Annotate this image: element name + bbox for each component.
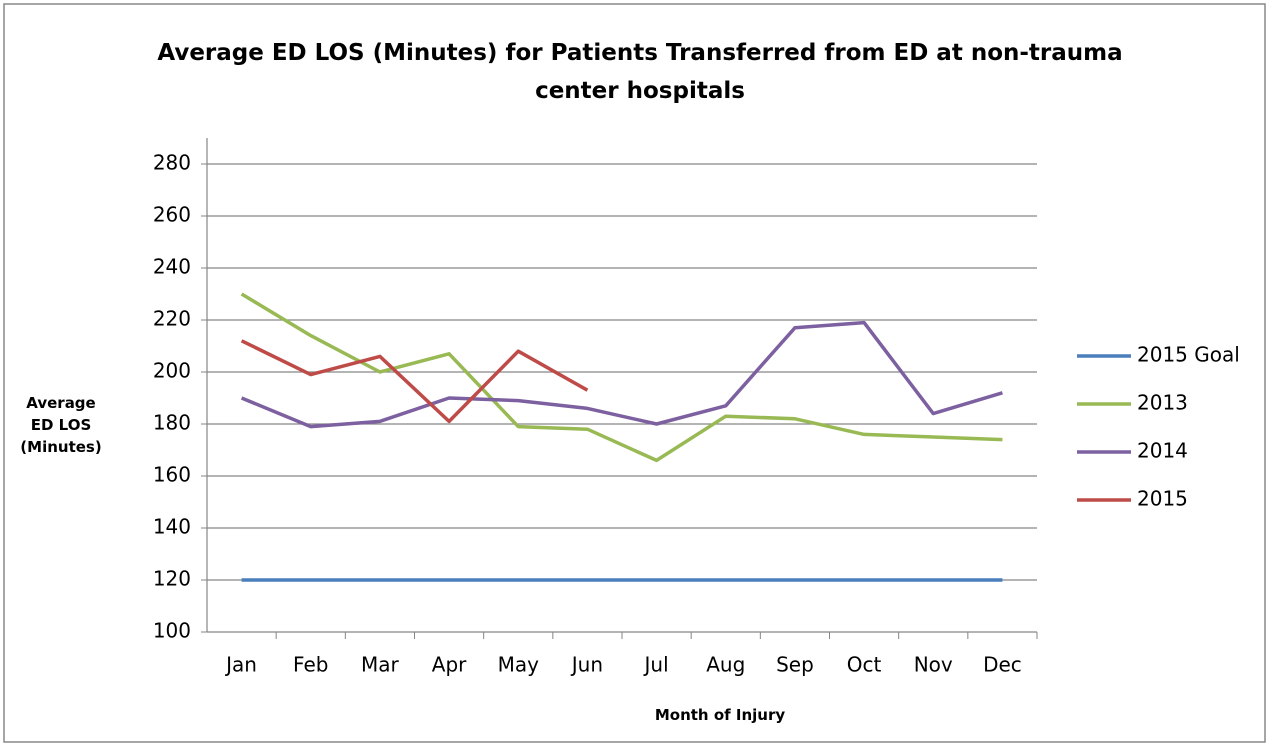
x-tick-label: Jun xyxy=(570,653,603,677)
y-tick-label: 260 xyxy=(153,203,191,227)
x-tick-label: Sep xyxy=(776,653,814,677)
y-tick-label: 100 xyxy=(153,619,191,643)
y-tick-label: 160 xyxy=(153,463,191,487)
x-tick-label: Nov xyxy=(914,653,953,677)
x-tick-label: Dec xyxy=(983,653,1022,677)
legend-label: 2015 Goal xyxy=(1137,343,1240,367)
y-axis-label: Average ED LOS (Minutes) xyxy=(20,394,102,456)
x-tick-label: Jan xyxy=(224,653,257,677)
y-tick-label: 240 xyxy=(153,255,191,279)
series-line xyxy=(240,320,1003,429)
chart-frame xyxy=(3,3,1266,743)
x-tick-label: Oct xyxy=(847,653,882,677)
y-tick-label: 220 xyxy=(153,307,191,331)
x-tick-label: Feb xyxy=(293,653,328,677)
x-tick-label: May xyxy=(498,653,540,677)
x-axis-label: Month of Injury xyxy=(654,706,786,724)
y-tick-label: 180 xyxy=(153,411,191,435)
legend-label: 2013 xyxy=(1137,391,1188,415)
y-tick-label: 120 xyxy=(153,567,191,591)
y-tick-label: 140 xyxy=(153,515,191,539)
x-tick-label: Mar xyxy=(361,653,400,677)
series-line xyxy=(240,292,1003,463)
chart-title: Average ED LOS (Minutes) for Patients Tr… xyxy=(157,40,1123,104)
y-tick-label: 280 xyxy=(153,151,191,175)
legend-label: 2015 xyxy=(1137,487,1188,511)
x-tick-label: Apr xyxy=(432,653,467,677)
x-tick-label: Jul xyxy=(643,653,669,677)
y-tick-label: 200 xyxy=(153,359,191,383)
series-line xyxy=(240,339,589,424)
x-tick-label: Aug xyxy=(706,653,745,677)
legend-label: 2014 xyxy=(1137,439,1188,463)
